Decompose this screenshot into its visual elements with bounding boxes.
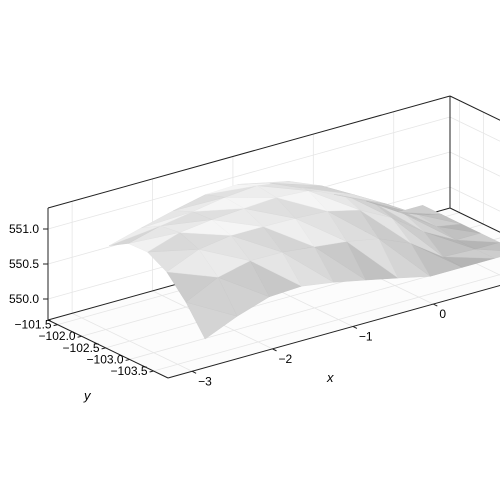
y-tick-mark [53, 324, 58, 327]
box-edge [449, 95, 500, 121]
y-tick-label: −102.0 [39, 329, 76, 343]
x-tick-label: −1 [359, 329, 373, 343]
tick-marks [43, 228, 438, 374]
surface-facet [237, 181, 290, 185]
grid-line-x-floor [71, 312, 193, 372]
x-axis-label: x [326, 370, 334, 385]
grid-line-y-floor [153, 274, 500, 372]
surface-facet [334, 194, 386, 204]
box-edge [47, 319, 169, 379]
surface-facet [173, 194, 225, 211]
surface-facet [141, 210, 193, 229]
x-tick-mark [352, 326, 358, 329]
surface-facet [269, 182, 322, 189]
z-tick-label: 550.5 [9, 257, 39, 271]
y-tick-label: −101.5 [15, 318, 52, 332]
box-edge [47, 95, 451, 209]
x-tick-mark [433, 303, 438, 307]
y-tick-label: −103.5 [111, 364, 148, 378]
surface-facet [205, 184, 257, 195]
y-tick-label: −102.5 [63, 341, 100, 355]
grid-line-z-side [449, 151, 500, 177]
y-tick-mark [149, 370, 154, 373]
y-tick-mark [77, 335, 82, 338]
z-tick-label: 550.0 [9, 292, 39, 306]
z-tick-label: 551.0 [9, 222, 39, 236]
grid-line-z-side [449, 186, 500, 212]
x-tick-label: 0 [439, 307, 446, 321]
tick-labels: −3−2−101−101.5−102.0−102.5−103.0−103.555… [9, 222, 446, 388]
grid-line-z-side [449, 116, 500, 142]
surface-facet [302, 187, 354, 195]
surface-facet [366, 200, 418, 215]
x-tick-label: −2 [279, 352, 293, 366]
x-tick-label: −3 [198, 374, 212, 388]
y-tick-mark [101, 347, 106, 350]
y-tick-mark [125, 358, 130, 361]
surface-facet [108, 225, 161, 246]
box-edge [167, 284, 500, 379]
grid-line-z-back [47, 116, 451, 230]
x-tick-mark [191, 370, 197, 374]
surface-mesh [108, 181, 500, 340]
y-tick-label: −103.0 [87, 352, 124, 366]
x-tick-mark [272, 348, 277, 352]
y-axis-label: y [83, 388, 92, 403]
surface-facet [398, 205, 442, 215]
box-edge [449, 207, 500, 233]
